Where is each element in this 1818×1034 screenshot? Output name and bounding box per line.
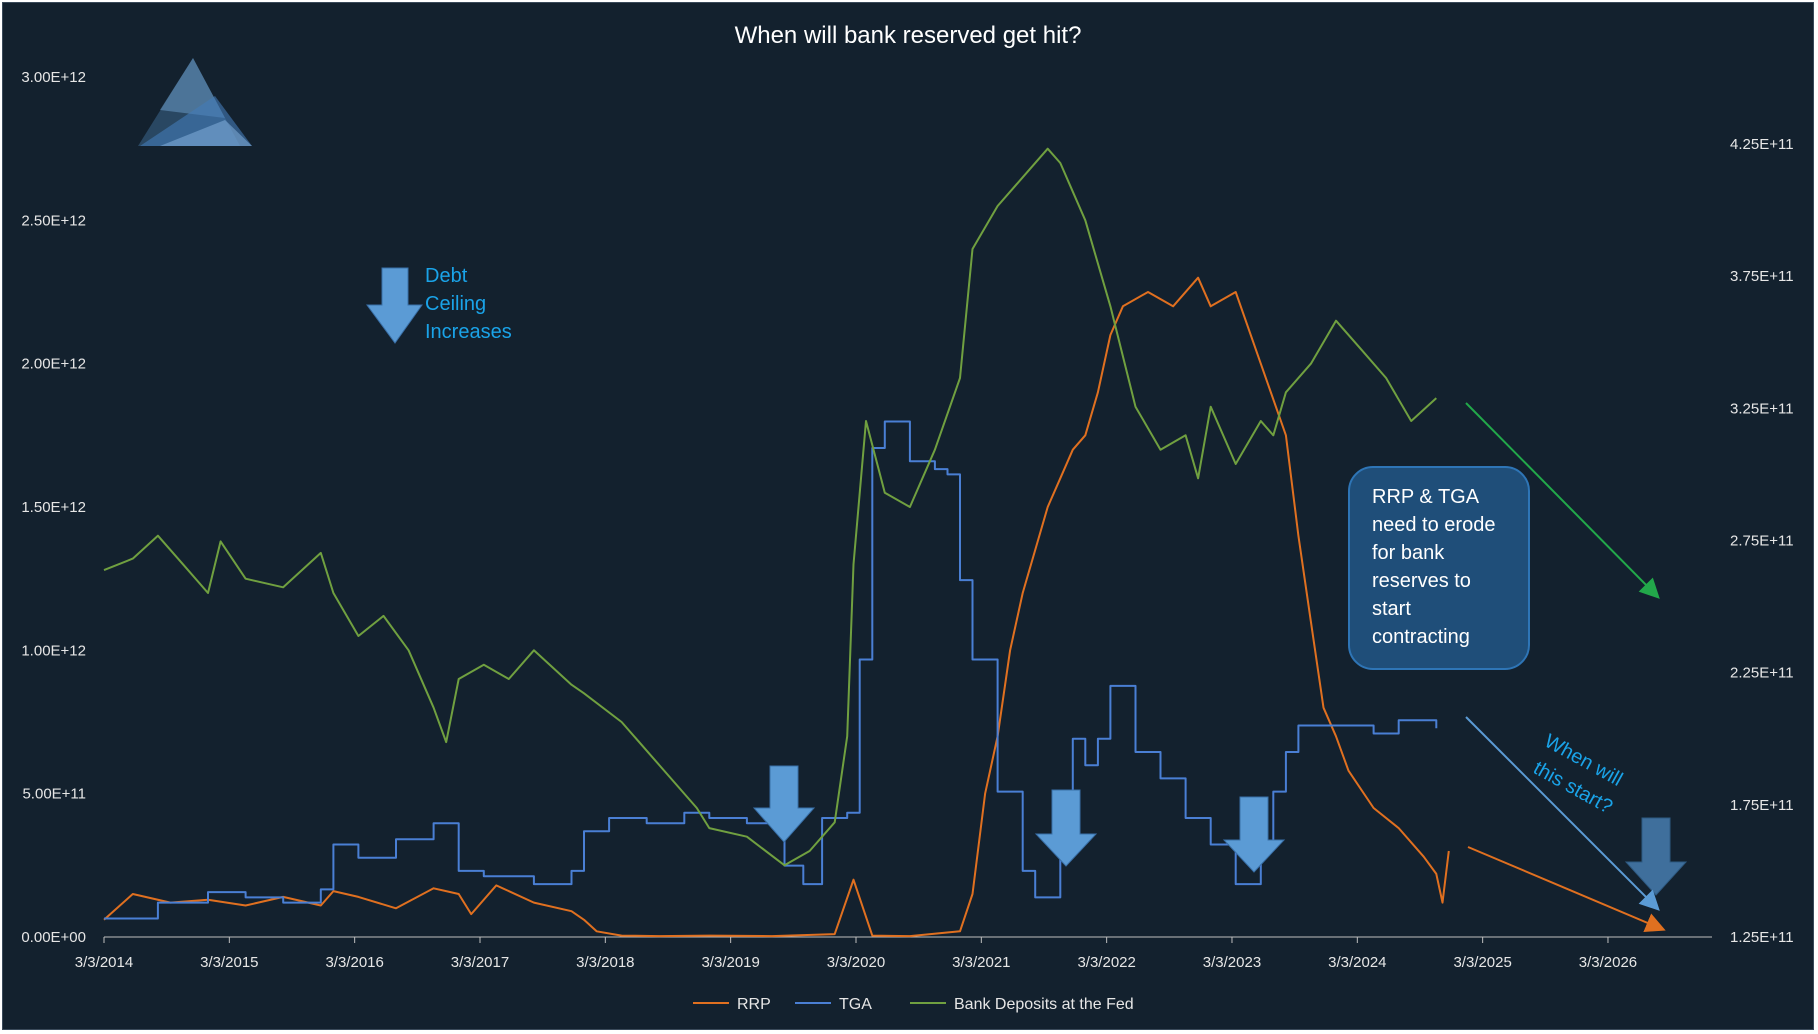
x-tick-label: 3/3/2017: [451, 954, 509, 971]
legend-label: RRP: [737, 996, 771, 1013]
down-arrow-icon: [1624, 817, 1688, 896]
y-left-tick-label: 3.00E+12: [21, 69, 86, 86]
projection-arrow-tga: [1465, 716, 1660, 911]
chart-title: When will bank reserved get hit?: [735, 22, 1082, 49]
x-tick-label: 3/3/2026: [1579, 954, 1637, 971]
x-tick-label: 3/3/2016: [325, 954, 383, 971]
x-tick-label: 3/3/2024: [1328, 954, 1386, 971]
y-left-tick-label: 0.00E+00: [21, 929, 86, 946]
y-left-tick-label: 5.00E+11: [22, 786, 86, 803]
axes: 3/3/2014 3/3/2015 3/3/2016 3/3/2017 3/3/2018…: [21, 69, 1793, 971]
y-right-tick-label: 3.75E+11: [1730, 268, 1794, 285]
y-left-tick-label: 2.00E+12: [21, 356, 86, 373]
legend: RRP TGA Bank Deposits at the Fed: [693, 996, 1134, 1013]
x-tick-label: 3/3/2020: [827, 954, 885, 971]
callout-line-2: need to erode: [1372, 514, 1495, 536]
debt-ceiling-label-3: Increases: [425, 321, 512, 343]
legend-label: TGA: [839, 996, 872, 1013]
down-arrow-icon: [366, 267, 423, 344]
x-tick-label: 3/3/2021: [952, 954, 1010, 971]
x-tick-label: 3/3/2023: [1203, 954, 1261, 971]
down-arrow-icon: [1222, 796, 1286, 873]
x-tick-label: 3/3/2018: [576, 954, 634, 971]
callout-line-1: RRP & TGA: [1372, 486, 1480, 508]
logo-icon: [138, 58, 252, 146]
x-tick-label: 3/3/2015: [200, 954, 258, 971]
y-right-tick-label: 1.25E+11: [1730, 929, 1794, 946]
y-right-tick-label: 4.25E+11: [1730, 136, 1794, 153]
debt-ceiling-label-2: Ceiling: [425, 293, 486, 315]
series-line-bank-deposits-at-the-fed: [103, 147, 1437, 867]
series-line-rrp: [103, 276, 1450, 938]
callout-line-4: reserves to: [1372, 570, 1471, 592]
down-arrow-icon: [752, 765, 816, 843]
legend-label: Bank Deposits at the Fed: [954, 996, 1134, 1013]
y-right-tick-label: 1.75E+11: [1730, 797, 1794, 814]
y-right-tick-label: 2.25E+11: [1730, 665, 1794, 682]
y-left-tick-label: 1.50E+12: [21, 499, 86, 516]
x-tick-label: 3/3/2022: [1077, 954, 1135, 971]
x-tick-label: 3/3/2014: [75, 954, 133, 971]
y-right-tick-label: 3.25E+11: [1730, 400, 1794, 417]
y-left-tick-label: 2.50E+12: [21, 212, 86, 229]
y-left-tick-label: 1.00E+12: [21, 642, 86, 659]
callout-line-5: start: [1372, 598, 1411, 620]
x-tick-label: 3/3/2019: [701, 954, 759, 971]
debt-ceiling-label-1: Debt: [425, 265, 468, 287]
x-tick-label: 3/3/2025: [1453, 954, 1511, 971]
projection-arrow-rrp: [1467, 846, 1666, 932]
down-arrow-icon: [1034, 789, 1098, 867]
series-group: [103, 147, 1450, 938]
projection-arrow-reserves: [1465, 402, 1660, 599]
y-right-tick-label: 2.75E+11: [1730, 533, 1794, 550]
callout-line-3: for bank: [1372, 542, 1445, 564]
series-line-tga: [104, 420, 1438, 920]
callout-line-6: contracting: [1372, 626, 1470, 648]
callout-box: [1348, 466, 1530, 670]
